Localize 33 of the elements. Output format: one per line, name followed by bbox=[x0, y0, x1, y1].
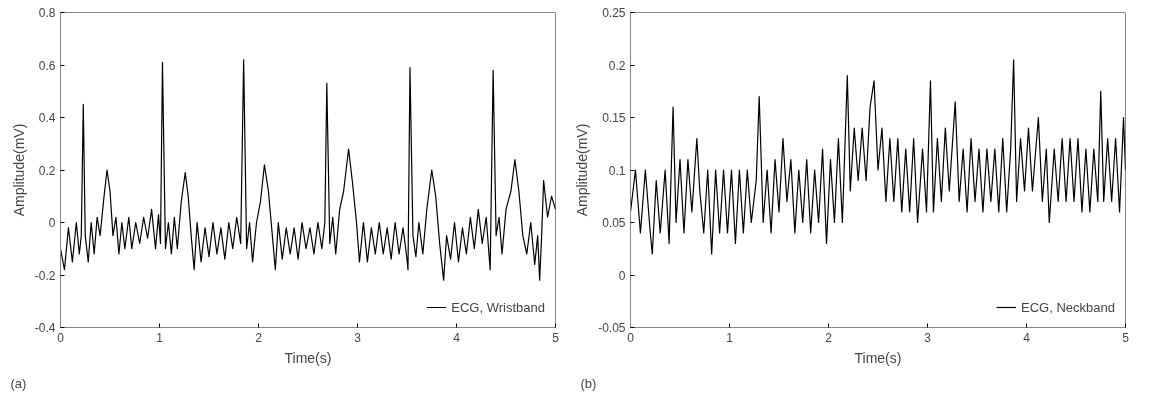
x-tick-label: 5 bbox=[1122, 330, 1130, 345]
y-tick-label: 0 bbox=[48, 216, 56, 230]
y-tick-label: 0.2 bbox=[608, 58, 626, 73]
y-tick-label: 0.4 bbox=[38, 111, 56, 125]
y-tick-label: -0.05 bbox=[598, 321, 626, 335]
x-tick-label: 1 bbox=[726, 330, 734, 345]
x-tick-label: 2 bbox=[825, 330, 833, 345]
x-tick-label: 3 bbox=[924, 330, 932, 345]
y-tick-label: -0.4 bbox=[34, 321, 56, 335]
x-axis-title: Time(s) bbox=[854, 349, 902, 366]
x-tick-label: 2 bbox=[255, 330, 263, 345]
y-tick-label: 0 bbox=[618, 268, 626, 283]
text: (b) bbox=[580, 375, 597, 391]
legend-label: ECG, Wristband bbox=[451, 299, 545, 315]
text: (a) bbox=[10, 375, 27, 391]
x-tick-label: 4 bbox=[1023, 330, 1031, 345]
legend-label: ECG, Neckband bbox=[1021, 299, 1115, 315]
y-tick-label: 0.1 bbox=[608, 163, 626, 178]
y-tick-label: 0.8 bbox=[38, 6, 56, 20]
y-tick-label: 0.2 bbox=[38, 163, 56, 178]
y-tick-label: 0.15 bbox=[602, 111, 626, 125]
x-tick-label: 5 bbox=[552, 330, 560, 345]
y-axis-title: Amplitude(mV) bbox=[10, 123, 27, 217]
y-tick-label: 0.05 bbox=[602, 216, 626, 230]
x-tick-label: 4 bbox=[453, 330, 461, 345]
y-axis-title: Amplitude(mV) bbox=[574, 123, 591, 217]
x-axis-title: Time(s) bbox=[284, 349, 332, 366]
line-series bbox=[60, 59, 556, 281]
x-tick-label: 1 bbox=[156, 330, 164, 345]
y-tick-label: 0.6 bbox=[38, 58, 56, 73]
y-tick-label: 0.25 bbox=[602, 6, 626, 20]
x-tick-label: 3 bbox=[354, 330, 362, 345]
y-tick-label: -0.2 bbox=[34, 268, 56, 283]
